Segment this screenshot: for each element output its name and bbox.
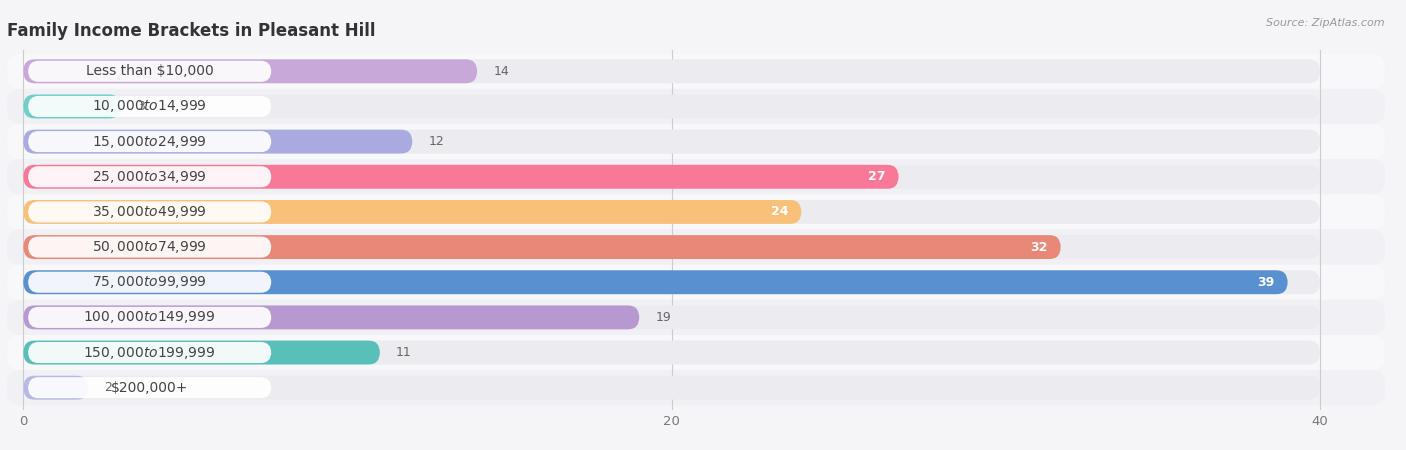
FancyBboxPatch shape xyxy=(28,342,271,363)
FancyBboxPatch shape xyxy=(7,124,1385,159)
FancyBboxPatch shape xyxy=(7,370,1385,405)
FancyBboxPatch shape xyxy=(28,96,271,117)
FancyBboxPatch shape xyxy=(7,335,1385,370)
FancyBboxPatch shape xyxy=(24,270,1288,294)
Text: 39: 39 xyxy=(1257,276,1275,289)
Text: $150,000 to $199,999: $150,000 to $199,999 xyxy=(83,345,217,360)
FancyBboxPatch shape xyxy=(24,270,1320,294)
FancyBboxPatch shape xyxy=(28,202,271,222)
FancyBboxPatch shape xyxy=(7,159,1385,194)
FancyBboxPatch shape xyxy=(24,376,89,400)
FancyBboxPatch shape xyxy=(28,377,271,398)
FancyBboxPatch shape xyxy=(24,130,1320,153)
FancyBboxPatch shape xyxy=(28,307,271,328)
Text: $100,000 to $149,999: $100,000 to $149,999 xyxy=(83,310,217,325)
FancyBboxPatch shape xyxy=(7,194,1385,230)
FancyBboxPatch shape xyxy=(24,94,121,118)
FancyBboxPatch shape xyxy=(28,272,271,293)
FancyBboxPatch shape xyxy=(7,89,1385,124)
FancyBboxPatch shape xyxy=(28,131,271,152)
FancyBboxPatch shape xyxy=(24,165,898,189)
FancyBboxPatch shape xyxy=(24,341,380,364)
FancyBboxPatch shape xyxy=(24,59,1320,83)
FancyBboxPatch shape xyxy=(28,61,271,82)
Text: $10,000 to $14,999: $10,000 to $14,999 xyxy=(93,99,207,114)
FancyBboxPatch shape xyxy=(24,94,1320,118)
FancyBboxPatch shape xyxy=(28,237,271,257)
FancyBboxPatch shape xyxy=(24,306,1320,329)
FancyBboxPatch shape xyxy=(24,235,1060,259)
Text: Family Income Brackets in Pleasant Hill: Family Income Brackets in Pleasant Hill xyxy=(7,22,375,40)
FancyBboxPatch shape xyxy=(24,130,412,153)
Text: $50,000 to $74,999: $50,000 to $74,999 xyxy=(93,239,207,255)
FancyBboxPatch shape xyxy=(24,341,1320,364)
Text: $75,000 to $99,999: $75,000 to $99,999 xyxy=(93,274,207,290)
FancyBboxPatch shape xyxy=(24,376,1320,400)
FancyBboxPatch shape xyxy=(24,200,801,224)
Text: $25,000 to $34,999: $25,000 to $34,999 xyxy=(93,169,207,185)
Text: 19: 19 xyxy=(655,311,671,324)
FancyBboxPatch shape xyxy=(7,230,1385,265)
Text: $35,000 to $49,999: $35,000 to $49,999 xyxy=(93,204,207,220)
FancyBboxPatch shape xyxy=(24,165,1320,189)
Text: 24: 24 xyxy=(770,205,789,218)
FancyBboxPatch shape xyxy=(7,54,1385,89)
FancyBboxPatch shape xyxy=(24,59,477,83)
FancyBboxPatch shape xyxy=(24,200,1320,224)
Text: 12: 12 xyxy=(429,135,444,148)
Text: 27: 27 xyxy=(868,170,886,183)
FancyBboxPatch shape xyxy=(28,166,271,187)
Text: $15,000 to $24,999: $15,000 to $24,999 xyxy=(93,134,207,149)
FancyBboxPatch shape xyxy=(7,300,1385,335)
FancyBboxPatch shape xyxy=(7,265,1385,300)
Text: Source: ZipAtlas.com: Source: ZipAtlas.com xyxy=(1267,18,1385,28)
Text: Less than $10,000: Less than $10,000 xyxy=(86,64,214,78)
Text: 32: 32 xyxy=(1031,241,1047,254)
FancyBboxPatch shape xyxy=(24,235,1320,259)
Text: 14: 14 xyxy=(494,65,509,78)
Text: $200,000+: $200,000+ xyxy=(111,381,188,395)
FancyBboxPatch shape xyxy=(24,306,640,329)
Text: 11: 11 xyxy=(396,346,412,359)
Text: 3: 3 xyxy=(136,100,145,113)
Text: 2: 2 xyxy=(104,381,112,394)
